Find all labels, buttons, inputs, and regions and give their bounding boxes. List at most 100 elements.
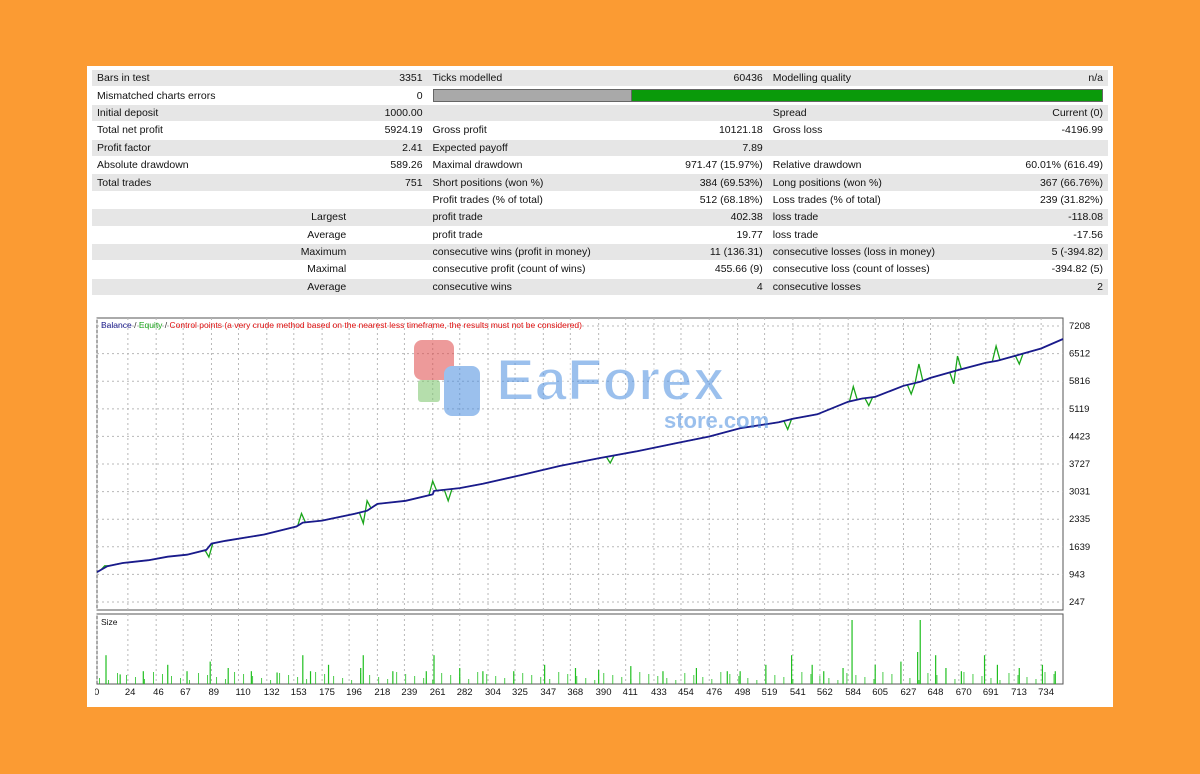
report-row: Maximal consecutive profit (count of wins… xyxy=(92,261,1108,278)
row-label: Total trades xyxy=(92,174,352,191)
row-value xyxy=(351,191,428,209)
report-row: Absolute drawdown 589.26 Maximal drawdown 9… xyxy=(92,156,1108,174)
legend-equity: Equity xyxy=(139,320,163,330)
report-row: Initial deposit 1000.00 Spread Current (0) xyxy=(92,104,1108,122)
row-label: Absolute drawdown xyxy=(92,156,352,174)
report-row: Total net profit 5924.19 Gross profit 10121… xyxy=(92,122,1108,139)
row-value xyxy=(679,104,768,122)
row-value xyxy=(351,243,428,261)
y-tick-label: 2335 xyxy=(1069,514,1090,525)
row-label xyxy=(92,191,352,209)
row-label: consecutive profit (count of wins) xyxy=(427,261,680,278)
x-tick-label: 476 xyxy=(706,687,722,698)
x-tick-label: 411 xyxy=(623,687,638,698)
y-tick-label: 3727 xyxy=(1069,459,1090,470)
x-tick-label: 454 xyxy=(678,687,694,698)
row-value xyxy=(351,209,428,226)
row-label: Expected payoff xyxy=(427,139,680,156)
legend-balance: Balance xyxy=(101,320,132,330)
x-tick-label: 691 xyxy=(983,687,999,698)
row-label: Total net profit xyxy=(92,122,352,139)
report-row: Total trades 751 Short positions (won %) 38… xyxy=(92,174,1108,191)
row-label: Short positions (won %) xyxy=(427,174,680,191)
report-panel: Bars in test 3351 Ticks modelled 60436 Model… xyxy=(87,66,1113,707)
row-label: Long positions (won %) xyxy=(767,174,1020,191)
row-value: 1000.00 xyxy=(351,104,428,122)
modelling-quality-bar xyxy=(432,89,1103,103)
row-label: Ticks modelled xyxy=(427,70,680,87)
row-value: -17.56 xyxy=(1019,226,1108,243)
row-value xyxy=(351,261,428,278)
row-value: 10121.18 xyxy=(679,122,768,139)
x-tick-label: 24 xyxy=(125,687,136,698)
x-tick-label: 648 xyxy=(928,687,944,698)
row-label: profit trade xyxy=(427,226,680,243)
y-tick-label: 4423 xyxy=(1069,431,1090,442)
balance-line xyxy=(96,338,1064,573)
row-label: Modelling quality xyxy=(767,70,1020,87)
row-label: Average xyxy=(92,278,352,296)
x-tick-label: 218 xyxy=(374,687,390,698)
x-tick-label: 175 xyxy=(319,687,335,698)
x-tick-label: 605 xyxy=(872,687,888,698)
row-value: 2.41 xyxy=(351,139,428,156)
row-label: Maximum xyxy=(92,243,352,261)
row-label: Gross loss xyxy=(767,122,1020,139)
row-label: consecutive losses (loss in money) xyxy=(767,243,1020,261)
row-label: Spread xyxy=(767,104,1020,122)
x-tick-label: 368 xyxy=(567,687,583,698)
size-plot-frame xyxy=(96,613,1064,685)
row-value xyxy=(1019,139,1108,156)
row-value xyxy=(351,226,428,243)
y-tick-label: 1639 xyxy=(1069,542,1090,553)
row-value: 971.47 (15.97%) xyxy=(679,156,768,174)
row-label: Bars in test xyxy=(92,70,352,87)
size-label: Size xyxy=(101,617,118,627)
y-tick-label: 5119 xyxy=(1069,404,1089,415)
row-value: 0 xyxy=(351,87,428,104)
row-value: 239 (31.82%) xyxy=(1019,191,1108,209)
y-tick-label: 5816 xyxy=(1069,376,1090,387)
row-value: 19.77 xyxy=(679,226,768,243)
row-label: loss trade xyxy=(767,226,1020,243)
row-value: 7.89 xyxy=(679,139,768,156)
report-row: Profit trades (% of total) 512 (68.18%) Lo… xyxy=(92,191,1108,209)
x-tick-label: 584 xyxy=(845,687,861,698)
row-label: consecutive wins (profit in money) xyxy=(427,243,680,261)
row-value: 402.38 xyxy=(679,209,768,226)
x-tick-label: 196 xyxy=(346,687,362,698)
x-tick-label: 153 xyxy=(291,687,307,698)
x-tick-label: 0 xyxy=(95,687,99,698)
chart-legend: Balance / Equity / Control points (a ver… xyxy=(101,320,582,330)
row-value: 367 (66.76%) xyxy=(1019,174,1108,191)
x-tick-label: 734 xyxy=(1038,687,1054,698)
row-label: Maximal drawdown xyxy=(427,156,680,174)
row-label: Gross profit xyxy=(427,122,680,139)
summary-table: Bars in test 3351 Ticks modelled 60436 Model… xyxy=(92,69,1108,296)
y-tick-label: 7208 xyxy=(1069,321,1090,332)
row-label: Relative drawdown xyxy=(767,156,1020,174)
y-tick-label: 247 xyxy=(1069,597,1085,608)
x-tick-label: 46 xyxy=(153,687,164,698)
x-tick-label: 304 xyxy=(485,687,501,698)
x-tick-label: 519 xyxy=(762,687,778,698)
report-row: Mismatched charts errors 0 xyxy=(92,87,1108,104)
row-value: -118.08 xyxy=(1019,209,1108,226)
x-tick-label: 239 xyxy=(401,687,417,698)
x-tick-label: 562 xyxy=(817,687,833,698)
row-value: Current (0) xyxy=(1019,104,1108,122)
row-label: Initial deposit xyxy=(92,104,352,122)
quality-bar-unfilled xyxy=(433,90,632,102)
row-value: 4 xyxy=(679,278,768,296)
report-row: Maximum consecutive wins (profit in money… xyxy=(92,243,1108,261)
row-value: 751 xyxy=(351,174,428,191)
x-tick-label: 498 xyxy=(735,687,751,698)
row-value: 60.01% (616.49) xyxy=(1019,156,1108,174)
row-label: consecutive losses xyxy=(767,278,1020,296)
report-row: Average consecutive wins 4 consecutive loss… xyxy=(92,278,1108,296)
row-label: Mismatched charts errors xyxy=(92,87,352,104)
row-label: consecutive wins xyxy=(427,278,680,296)
row-label: Loss trades (% of total) xyxy=(767,191,1020,209)
x-tick-label: 132 xyxy=(264,687,280,698)
row-value: 3351 xyxy=(351,70,428,87)
